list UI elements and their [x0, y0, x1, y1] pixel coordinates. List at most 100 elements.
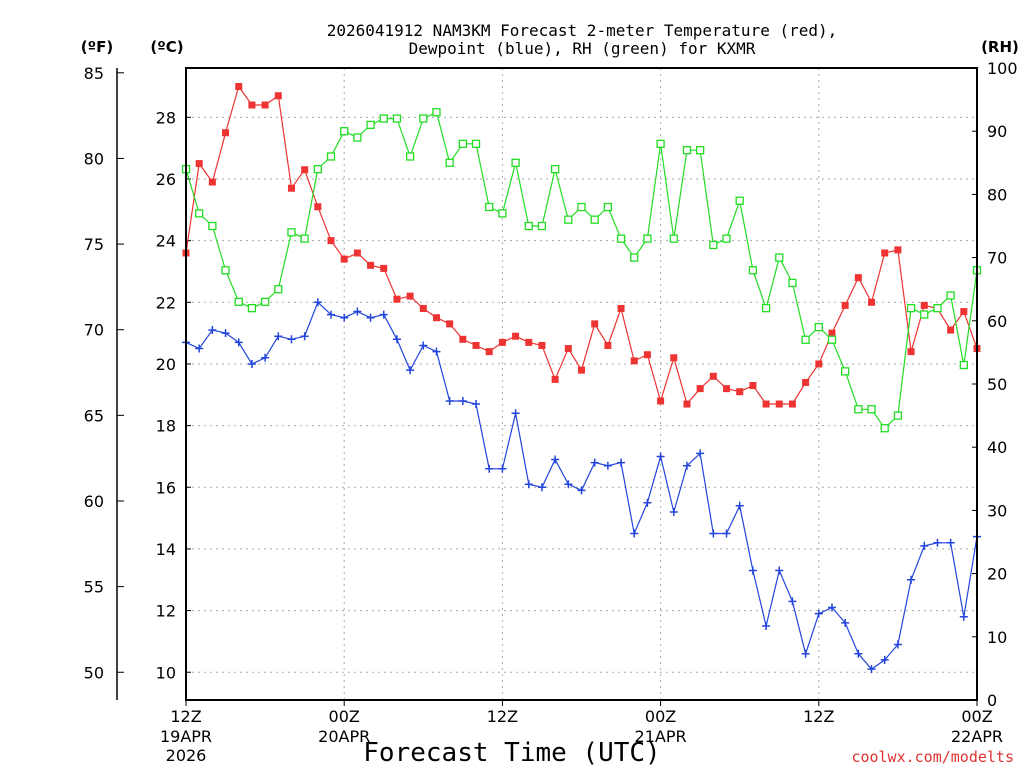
- rh-point: [537, 221, 547, 231]
- rh-tick-label: 40: [987, 438, 1007, 457]
- rh-tick-label: 90: [987, 122, 1007, 141]
- temperature-point: [235, 82, 243, 90]
- fahrenheit-tick-label: 50: [84, 663, 104, 682]
- dewpoint-point: [920, 541, 929, 550]
- dewpoint-point: [472, 400, 481, 409]
- temperature-point: [881, 249, 889, 257]
- rh-point: [933, 304, 942, 313]
- rh-point: [326, 152, 336, 161]
- dewpoint-point: [867, 665, 876, 674]
- temperature-point: [591, 320, 599, 328]
- rh-point: [379, 114, 388, 123]
- dewpoint-point: [419, 341, 428, 350]
- dewpoint-point: [656, 452, 665, 461]
- dewpoint-point: [353, 307, 362, 316]
- dewpoint-point: [762, 622, 771, 631]
- temperature-point: [485, 348, 493, 356]
- plot-series: [181, 82, 982, 674]
- fahrenheit-tick-label: 85: [84, 64, 104, 83]
- fahrenheit-axis-label: (ºF): [81, 38, 113, 56]
- temperature-point: [261, 101, 269, 109]
- dewpoint-point: [287, 335, 296, 344]
- temperature-point: [564, 345, 572, 353]
- dewpoint-point: [247, 359, 256, 368]
- temperature-point: [828, 329, 836, 337]
- rh-point: [946, 291, 955, 300]
- temperature-point: [248, 101, 256, 109]
- dewpoint-point: [366, 313, 375, 322]
- plot-frame: [185, 67, 978, 701]
- temperature-point: [314, 203, 322, 211]
- dewpoint-point: [537, 483, 546, 492]
- dewpoint-point: [524, 480, 533, 489]
- dewpoint-point: [775, 566, 784, 575]
- series-dewpoint: [182, 298, 981, 674]
- rh-point: [827, 335, 837, 344]
- rh-point: [906, 304, 916, 313]
- rh-point: [234, 297, 243, 306]
- dewpoint-point: [392, 335, 401, 344]
- dewpoint-point: [682, 461, 691, 470]
- rh-tick-label: 20: [987, 565, 1007, 584]
- temperature-point: [643, 351, 651, 359]
- rh-point: [419, 114, 428, 123]
- rh-point: [696, 146, 705, 155]
- rh-tick-label: 80: [987, 185, 1007, 204]
- temperature-point: [195, 160, 203, 168]
- celsius-tick-label: 14: [156, 540, 176, 559]
- dewpoint-point: [300, 332, 309, 341]
- fahrenheit-tick-label: 80: [84, 149, 104, 168]
- time-tick-year: 2026: [166, 746, 207, 765]
- temperature-point: [802, 378, 810, 386]
- temperature-point: [617, 304, 625, 312]
- series-temperature: [182, 82, 981, 408]
- rh-point: [788, 278, 797, 288]
- dewpoint-point: [722, 529, 731, 538]
- rh-tick-label: 70: [987, 249, 1007, 268]
- temperature-point: [525, 338, 533, 346]
- dewpoint-point: [406, 366, 415, 375]
- rh-point: [959, 360, 968, 370]
- dewpoint-point: [340, 313, 349, 322]
- rh-point: [208, 221, 217, 231]
- rh-point: [748, 266, 758, 275]
- time-tick-date: 19APR: [160, 727, 212, 746]
- celsius-tick-label: 18: [156, 417, 176, 436]
- rh-point: [392, 114, 402, 123]
- dewpoint-point: [195, 344, 204, 353]
- dewpoint-point: [854, 649, 863, 658]
- temperature-point: [868, 298, 876, 306]
- celsius-axis-label: (ºC): [150, 38, 183, 56]
- series-rh: [181, 108, 982, 433]
- dewpoint-point: [261, 353, 270, 362]
- temperature-point: [947, 326, 955, 334]
- time-tick-label: 12Z: [487, 707, 518, 726]
- temperature-point: [670, 354, 678, 362]
- dewpoint-point: [564, 480, 573, 489]
- rh-point: [274, 285, 283, 294]
- rh-point: [471, 139, 481, 148]
- rh-point: [590, 215, 599, 224]
- rh-axis: 0 10 20 30 40 50 60 70 80 90 100: [972, 59, 1018, 710]
- temperature-point: [788, 400, 796, 408]
- rh-point: [550, 164, 560, 174]
- dewpoint-point: [511, 409, 520, 418]
- fahrenheit-tick-label: 75: [84, 235, 104, 254]
- temperature-point: [301, 166, 309, 174]
- rh-point: [353, 133, 362, 142]
- rh-tick-label: 50: [987, 375, 1007, 394]
- dewpoint-point: [498, 464, 507, 473]
- dewpoint-point: [841, 618, 850, 627]
- rh-point: [814, 322, 823, 332]
- dewpoint-point: [379, 310, 388, 319]
- time-tick-label: 00Z: [961, 707, 992, 726]
- chart-title-line2: Dewpoint (blue), RH (green) for KXMR: [409, 39, 756, 58]
- temperature-point: [841, 301, 849, 309]
- rh-axis-label: (RH): [981, 38, 1019, 56]
- dewpoint-point: [590, 458, 599, 467]
- rh-point: [722, 234, 731, 243]
- rh-point: [260, 297, 270, 306]
- rh-point: [867, 405, 876, 414]
- dewpoint-point: [696, 449, 705, 458]
- temperature-point: [696, 385, 704, 393]
